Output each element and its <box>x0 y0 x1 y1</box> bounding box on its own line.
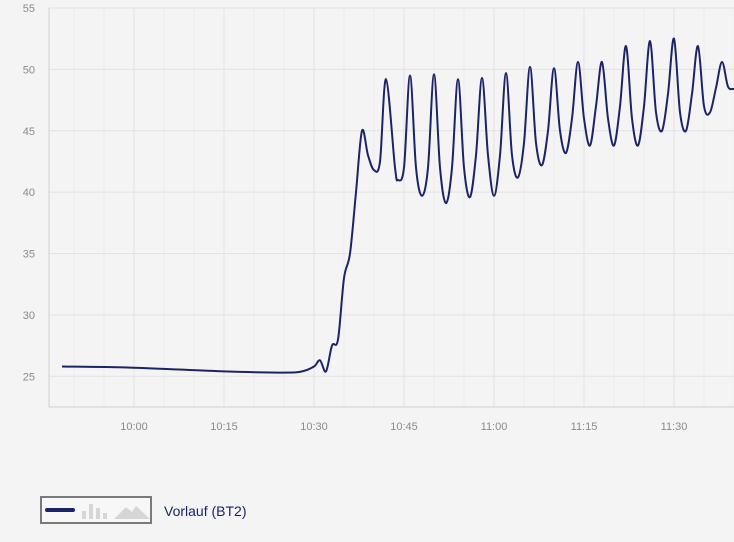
bar-swatch-icon <box>82 504 107 519</box>
y-tick-label: 40 <box>23 187 35 199</box>
legend-label[interactable]: Vorlauf (BT2) <box>164 503 247 519</box>
x-tick-label: 10:45 <box>390 421 418 433</box>
y-tick-label: 55 <box>23 3 35 15</box>
x-tick-label: 11:30 <box>661 421 688 433</box>
x-tick-label: 11:15 <box>571 421 598 433</box>
grid <box>49 7 734 407</box>
x-tick-label: 10:30 <box>300 421 328 433</box>
y-tick-label: 45 <box>23 126 35 138</box>
y-tick-label: 35 <box>23 249 35 261</box>
line-swatch-icon <box>45 508 75 512</box>
y-tick-label: 25 <box>23 371 35 383</box>
legend-series-icons <box>45 504 150 519</box>
axes <box>48 8 734 408</box>
x-axis-ticks: 10:00 10:15 10:30 10:45 11:00 11:15 11:30 <box>120 421 687 433</box>
x-tick-label: 11:00 <box>481 421 508 433</box>
legend-toggle-box[interactable] <box>40 496 152 524</box>
y-axis-ticks: 25 30 35 40 45 50 55 <box>23 3 35 383</box>
area-swatch-icon <box>114 506 150 519</box>
series-layer <box>61 37 734 374</box>
x-tick-label: 10:00 <box>120 421 148 433</box>
x-tick-label: 10:15 <box>210 421 238 433</box>
series-line-vorlauf-bt2 <box>61 37 734 374</box>
y-tick-label: 50 <box>23 64 35 76</box>
y-tick-label: 30 <box>23 310 35 322</box>
